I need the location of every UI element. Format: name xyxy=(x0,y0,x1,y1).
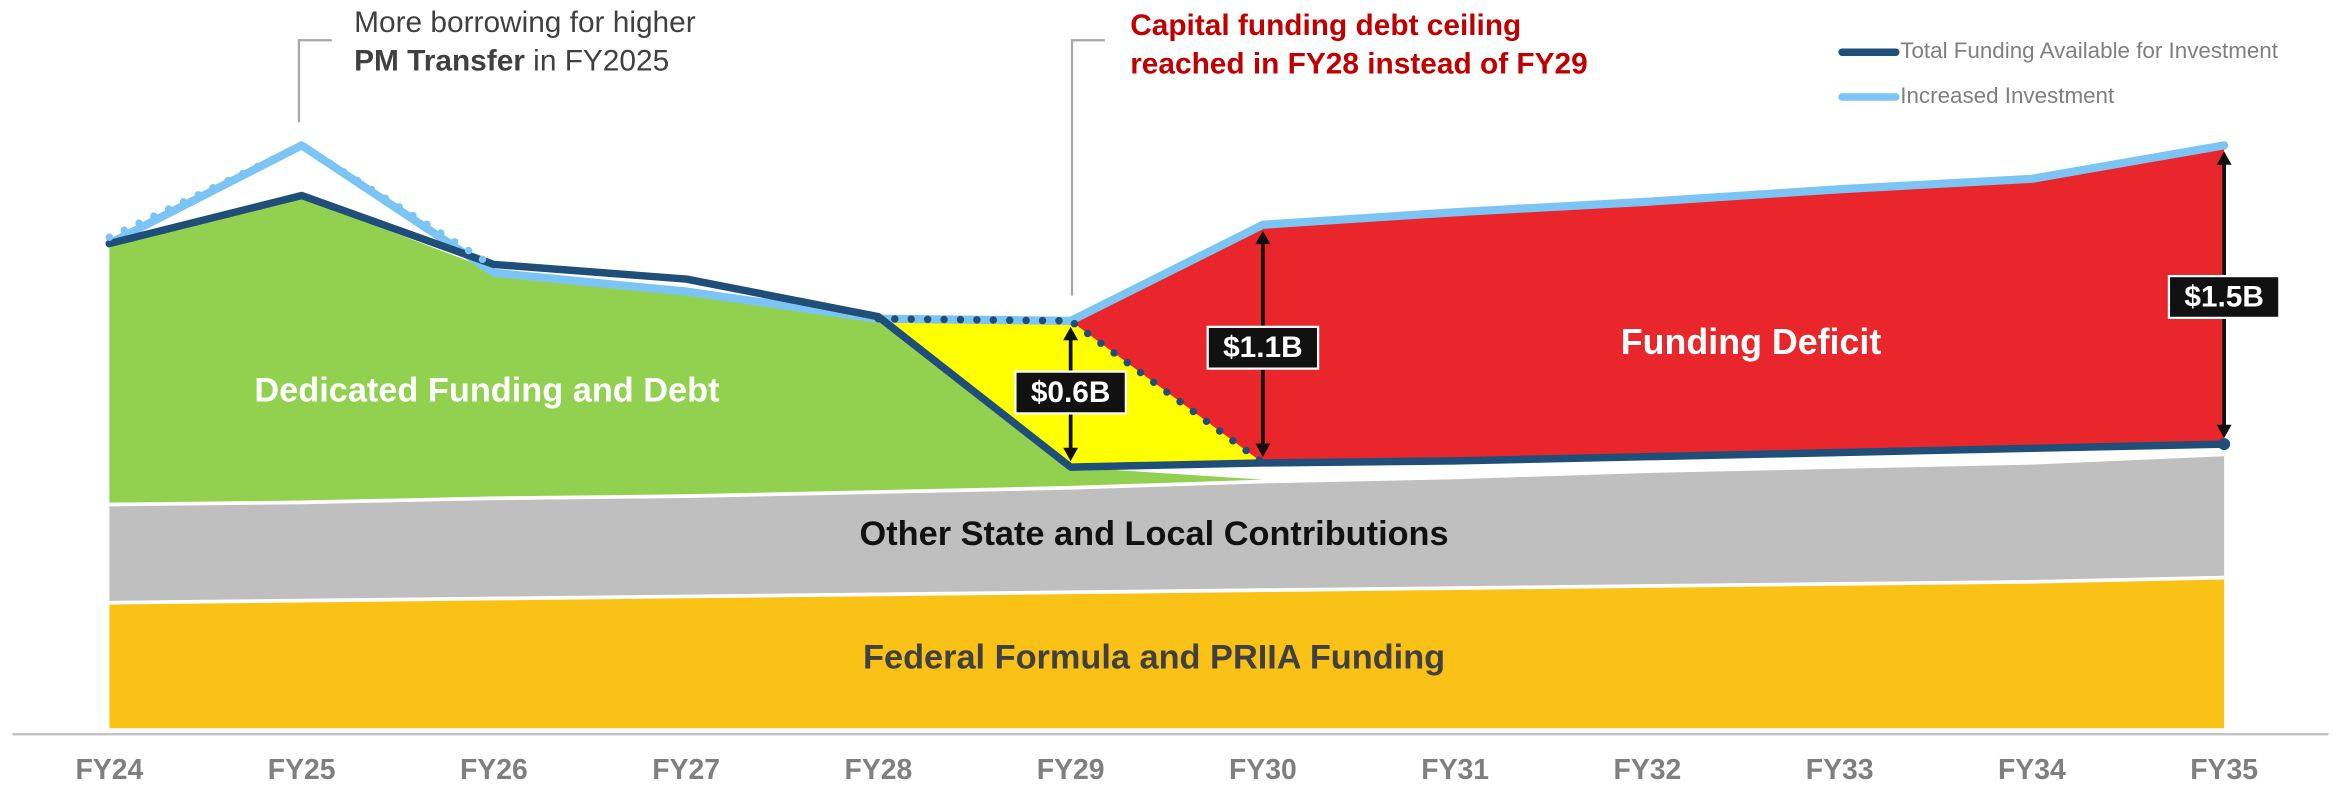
x-tick-label: FY30 xyxy=(1229,754,1297,785)
x-tick-label: FY28 xyxy=(845,754,913,785)
callout-span: in FY2025 xyxy=(525,45,669,78)
arrow-head xyxy=(1255,443,1271,457)
legend-label: Total Funding Available for Investment xyxy=(1900,38,2278,63)
arrow-head xyxy=(2216,424,2232,439)
callout-text: PM Transfer in FY2025 xyxy=(354,45,669,78)
badge xyxy=(2167,274,2281,319)
callout-span: reached in FY28 instead of FY29 xyxy=(1130,48,1588,81)
callout-line xyxy=(1070,39,1105,296)
x-tick-label: FY24 xyxy=(76,754,144,785)
x-tick-label: FY31 xyxy=(1421,754,1489,785)
deficit-area xyxy=(1070,145,2225,463)
callout-line xyxy=(297,39,332,123)
callout-text: Capital funding debt ceiling xyxy=(1130,9,1521,42)
callout-text: More borrowing for higher xyxy=(354,6,696,39)
badge-label: $1.5B xyxy=(2184,280,2264,313)
callout-span: PM Transfer xyxy=(354,45,525,78)
x-tick-label: FY34 xyxy=(1998,754,2066,785)
x-tick-label: FY27 xyxy=(652,754,720,785)
area xyxy=(109,197,2225,503)
dotted-path xyxy=(105,141,498,271)
dotted-path xyxy=(874,315,1267,467)
x-tick-label: FY35 xyxy=(2190,754,2258,785)
badge-label: $1.1B xyxy=(1223,331,1303,364)
badge xyxy=(1206,325,1320,370)
arrow-head xyxy=(1063,447,1079,462)
area xyxy=(109,575,2225,729)
x-tick-label: FY26 xyxy=(460,754,528,785)
area-label: Dedicated Funding and Debt xyxy=(254,372,719,410)
arrow-head xyxy=(1255,230,1271,245)
area-label: Other State and Local Contributions xyxy=(860,515,1449,553)
callout-span: More borrowing for higher xyxy=(354,6,696,39)
x-tick-label: FY25 xyxy=(268,754,336,785)
legend-label: Increased Investment xyxy=(1900,83,2115,108)
area-label: Federal Formula and PRIIA Funding xyxy=(863,639,1445,677)
x-tick-label: FY29 xyxy=(1037,754,1105,785)
x-tick-label: FY32 xyxy=(1614,754,1682,785)
arrow-head xyxy=(2216,151,2232,165)
line xyxy=(105,191,2228,471)
badge xyxy=(1014,370,1127,415)
deficit-label: Funding Deficit xyxy=(1621,322,1882,362)
callout-span: Capital funding debt ceiling xyxy=(1130,9,1521,42)
arrow-head xyxy=(1063,326,1079,341)
badge-label: $0.6B xyxy=(1031,376,1111,409)
x-tick-label: FY33 xyxy=(1806,754,1874,785)
callout-text: reached in FY28 instead of FY29 xyxy=(1130,48,1588,81)
area xyxy=(109,452,2225,601)
end-dot xyxy=(2218,438,2231,451)
